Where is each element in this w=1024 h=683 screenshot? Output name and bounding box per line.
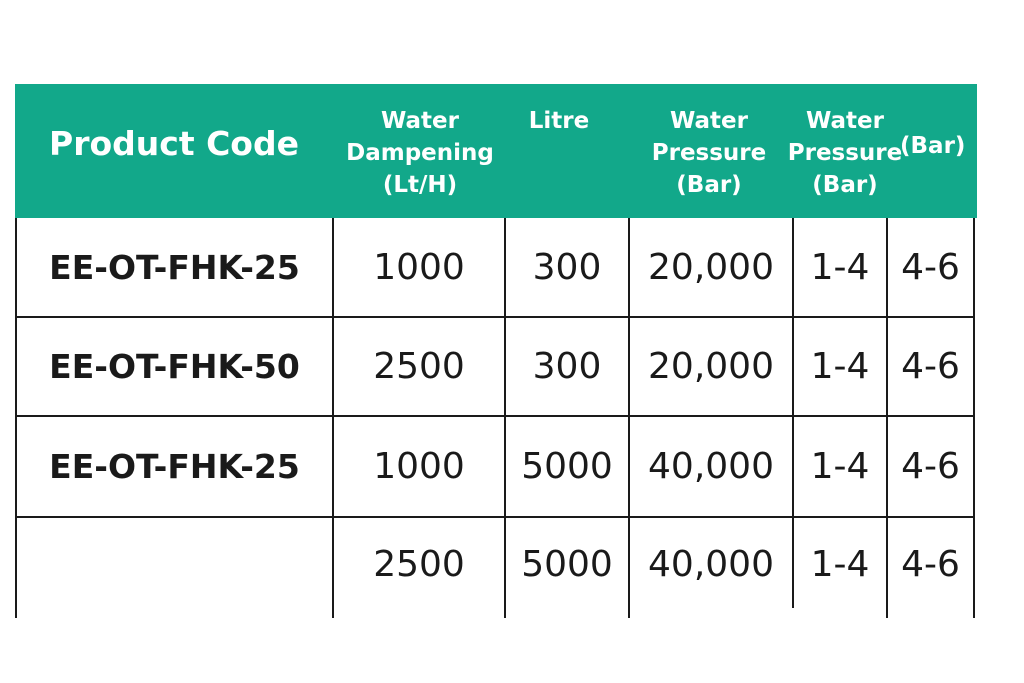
grid-line-row1 <box>15 316 975 318</box>
grid-line-row2 <box>15 415 975 417</box>
table-cell-litre: 5000 <box>521 446 613 487</box>
table-cell-bar: 4-6 <box>901 446 960 487</box>
header-litre: Litre <box>528 108 590 134</box>
table-cell-pressure-2: 1-4 <box>810 346 870 387</box>
table-cell-product-code <box>17 516 332 614</box>
table-cell-litre: 5000 <box>521 544 613 585</box>
table-cell-pressure-1: 40,000 <box>648 446 774 487</box>
table-cell-bar: 4-6 <box>901 544 960 585</box>
header-product-code: Product Code <box>49 124 299 163</box>
grid-line-col2 <box>504 218 506 618</box>
grid-line-col1 <box>332 218 334 618</box>
table-cell-product-code: EE-OT-FHK-25 <box>49 447 300 486</box>
table-cell-dampening: 2500 <box>373 544 465 585</box>
table-cell-pressure-2: 1-4 <box>810 544 870 585</box>
table-cell-product-code: EE-OT-FHK-50 <box>49 347 300 386</box>
table-cell-pressure-1: 40,000 <box>648 544 774 585</box>
table-cell-pressure-1: 20,000 <box>648 247 774 288</box>
grid-line-col5 <box>886 218 888 618</box>
header-water-pressure-1: Water Pressure (Bar) <box>651 108 767 198</box>
table-cell-pressure-1: 20,000 <box>648 346 774 387</box>
header-bar: (Bar) <box>900 133 966 159</box>
grid-line-col3 <box>628 218 630 618</box>
table-cell-litre: 300 <box>532 346 602 387</box>
grid-line-row3 <box>15 516 975 518</box>
table-cell-pressure-2: 1-4 <box>810 247 870 288</box>
header-water-pressure-2: Water Pressure (Bar) <box>787 108 903 198</box>
header-water-dampening: Water Dampening (Lt/H) <box>346 108 494 198</box>
table-cell-litre: 300 <box>532 247 602 288</box>
table-cell-dampening: 1000 <box>373 446 465 487</box>
table-cell-bar: 4-6 <box>901 247 960 288</box>
table-cell-dampening: 1000 <box>373 247 465 288</box>
grid-line-col4 <box>792 218 794 608</box>
table-header-row <box>15 84 977 218</box>
grid-line-left <box>15 218 17 618</box>
grid-line-right <box>973 218 975 618</box>
table-cell-bar: 4-6 <box>901 346 960 387</box>
table-cell-dampening: 2500 <box>373 346 465 387</box>
table-cell-pressure-2: 1-4 <box>810 446 870 487</box>
table-cell-product-code: EE-OT-FHK-25 <box>49 248 300 287</box>
